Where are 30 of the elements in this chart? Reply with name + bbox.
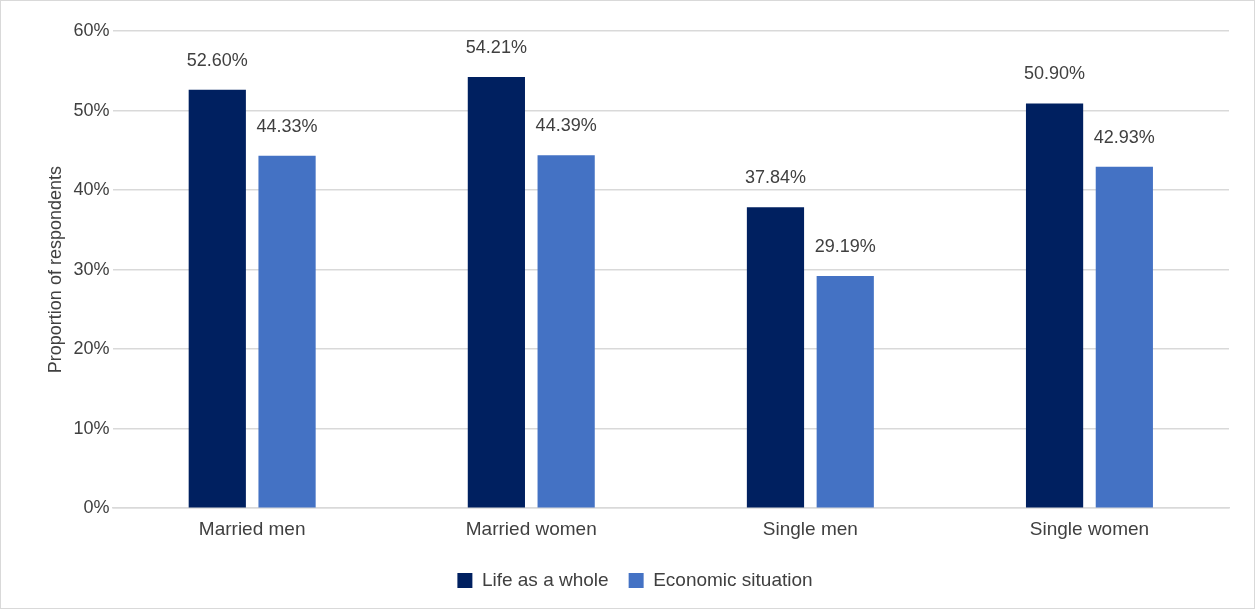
y-tick-label: 0% [83,497,110,518]
y-tick-label: 20% [73,338,110,359]
bar [1025,103,1084,508]
bar [816,276,874,508]
y-tick-label: 30% [73,258,110,279]
x-tick-label: Single women [1029,517,1150,539]
data-label: 50.90% [1024,63,1086,84]
bar [1095,166,1153,508]
bar [467,77,525,508]
y-tick-label: 60% [73,19,110,40]
data-label: 44.39% [535,115,597,136]
bar [188,89,246,508]
y-tick-label: 10% [73,417,110,438]
data-label: 37.84% [744,167,806,188]
bar [746,207,805,508]
y-axis-title: Proportion of respondents [44,166,65,374]
x-tick-label: Single men [762,517,858,539]
legend-label: Life as a whole [481,568,609,590]
data-label: 29.19% [814,236,876,257]
y-tick-label: 50% [73,99,110,120]
data-label: 44.33% [256,115,318,136]
x-tick-label: Married women [465,517,597,539]
data-label: 54.21% [465,37,527,58]
data-label: 52.60% [186,49,248,70]
bar [537,155,595,508]
legend-label: Economic situation [653,568,813,590]
data-label: 42.93% [1093,126,1155,147]
y-tick-label: 40% [73,179,110,200]
bar [258,155,316,508]
x-tick-label: Married men [198,517,306,539]
